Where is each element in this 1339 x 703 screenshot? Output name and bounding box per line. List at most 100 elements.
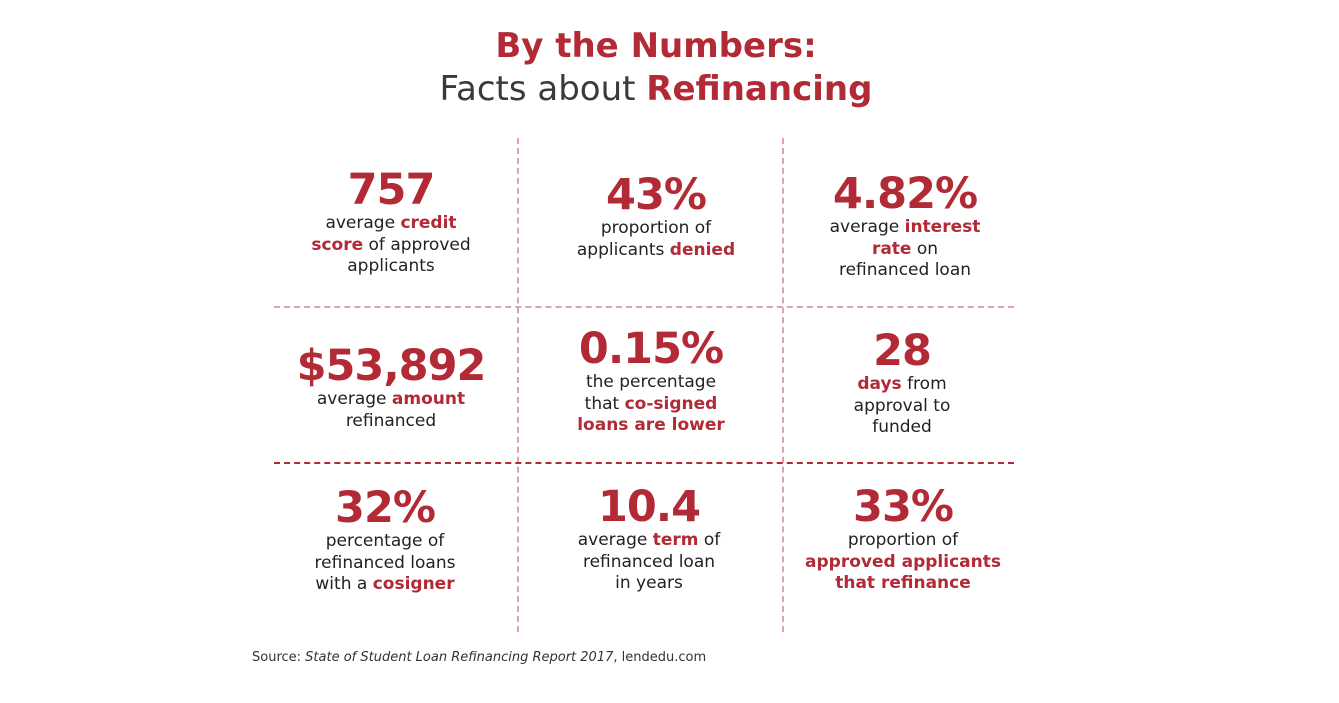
stat-cell-refinance: 33% proportion of approved applicants that … bbox=[788, 484, 1018, 595]
highlighted-text: loans are lower bbox=[577, 415, 725, 435]
stat-cell-term: 10.4 average term of refinanced loan in yea… bbox=[534, 484, 764, 595]
stat-description-line: percentage of bbox=[270, 531, 500, 553]
stat-number: $53,892 bbox=[296, 341, 487, 391]
source-suffix: , lendedu.com bbox=[613, 650, 707, 665]
description-text: proportion of bbox=[600, 218, 712, 238]
stat-number: 4.82% bbox=[832, 169, 978, 219]
stat-description-line: score of approved bbox=[276, 235, 506, 257]
title-accent-text: Refinancing bbox=[646, 69, 873, 109]
stat-number: 32% bbox=[335, 483, 436, 533]
highlighted-text: that refinance bbox=[835, 573, 971, 593]
description-text: of bbox=[698, 530, 721, 550]
description-text: refinanced loan bbox=[582, 551, 716, 572]
highlighted-text: rate bbox=[871, 238, 912, 259]
stat-description-line: rate on bbox=[790, 239, 1020, 261]
description-text: from bbox=[901, 374, 947, 394]
highlighted-text: term bbox=[652, 530, 699, 550]
source-prefix: Source: bbox=[252, 650, 306, 665]
stat-description-line: funded bbox=[787, 417, 1017, 439]
highlighted-text: days bbox=[857, 374, 902, 394]
stat-description-line: refinanced loan bbox=[534, 552, 764, 574]
stat-number: 43% bbox=[606, 170, 707, 220]
vertical-divider-left bbox=[517, 138, 519, 632]
stat-cell-days: 28 days from approval to funded bbox=[787, 328, 1017, 439]
stat-description: the percentage that co-signed loans are lo… bbox=[536, 372, 766, 437]
description-text: refinanced loan bbox=[838, 260, 972, 280]
description-text: the percentage bbox=[585, 372, 717, 392]
stat-cell-denied: 43% proportion of applicants denied bbox=[541, 172, 771, 261]
stat-number: 10.4 bbox=[597, 482, 701, 532]
stat-description: average term of refinanced loan in years bbox=[534, 530, 764, 595]
stat-description: average interest rate on refinanced loan bbox=[790, 217, 1020, 282]
stat-cell-amount: $53,892 average amount refinanced bbox=[276, 343, 506, 432]
stat-description-line: proportion of bbox=[788, 530, 1018, 552]
stat-description-line: days from bbox=[787, 374, 1017, 396]
stat-description-line: average credit bbox=[276, 213, 506, 235]
stat-description-line: with a cosigner bbox=[270, 574, 500, 596]
description-text: applicants bbox=[347, 256, 435, 276]
description-text: refinanced bbox=[345, 410, 437, 431]
stat-description: average amount refinanced bbox=[276, 389, 506, 432]
highlighted-text: score bbox=[311, 234, 364, 255]
stat-number: 0.15% bbox=[578, 324, 724, 374]
highlighted-text: denied bbox=[669, 239, 736, 260]
description-text: average bbox=[577, 530, 653, 550]
description-text: average bbox=[829, 217, 905, 237]
description-text: on bbox=[911, 238, 939, 259]
stat-description-line: refinanced loans bbox=[270, 553, 500, 575]
stat-description-line: loans are lower bbox=[536, 415, 766, 437]
highlighted-text: co-signed bbox=[624, 393, 718, 414]
source-note: Source: State of Student Loan Refinancin… bbox=[252, 650, 706, 665]
vertical-divider-right bbox=[782, 138, 784, 632]
stat-description: average credit score of approved applicant… bbox=[276, 213, 506, 278]
description-text: approval to bbox=[853, 395, 951, 416]
description-text: that bbox=[584, 393, 625, 414]
description-text: refinanced loans bbox=[314, 552, 456, 573]
stat-description-line: approved applicants bbox=[788, 552, 1018, 574]
stat-description-line: proportion of bbox=[541, 218, 771, 240]
description-text: with a bbox=[315, 574, 373, 594]
description-text: average bbox=[316, 389, 392, 409]
stat-number: 28 bbox=[873, 326, 932, 376]
stat-description: percentage of refinanced loans with a cosi… bbox=[270, 531, 500, 596]
stat-description-line: approval to bbox=[787, 396, 1017, 418]
stat-description-line: that refinance bbox=[788, 573, 1018, 595]
stat-description-line: in years bbox=[534, 573, 764, 595]
stat-cell-cosigner: 32% percentage of refinanced loans with a c… bbox=[270, 485, 500, 596]
stat-cell-credit-score: 757 average credit score of approved applic… bbox=[276, 167, 506, 278]
source-title: State of Student Loan Refinancing Report… bbox=[305, 650, 614, 665]
stat-cell-interest-rate: 4.82% average interest rate on refinanced l… bbox=[790, 171, 1020, 282]
stat-description-line: refinanced bbox=[276, 411, 506, 433]
stat-cell-cosigned: 0.15% the percentage that co-signed loans a… bbox=[536, 326, 766, 437]
highlighted-text: amount bbox=[391, 389, 466, 409]
description-text: in years bbox=[615, 573, 683, 593]
stat-description-line: applicants bbox=[276, 256, 506, 278]
description-text: funded bbox=[872, 417, 932, 437]
description-text: of approved bbox=[363, 234, 471, 255]
horizontal-divider-bottom bbox=[274, 462, 1014, 464]
description-text: applicants bbox=[576, 239, 670, 260]
description-text: average bbox=[325, 213, 401, 233]
stat-description-line: refinanced loan bbox=[790, 260, 1020, 282]
title-plain-text: Facts about bbox=[439, 69, 647, 109]
stat-number: 33% bbox=[853, 482, 954, 532]
stat-description-line: the percentage bbox=[536, 372, 766, 394]
highlighted-text: interest bbox=[904, 217, 981, 237]
highlighted-text: credit bbox=[400, 213, 457, 233]
highlighted-text: cosigner bbox=[372, 574, 455, 594]
horizontal-divider-top bbox=[274, 306, 1014, 308]
stat-description-line: average interest bbox=[790, 217, 1020, 239]
stat-description-line: applicants denied bbox=[541, 240, 771, 262]
stat-description-line: average amount bbox=[276, 389, 506, 411]
title-line-1: By the Numbers: bbox=[495, 26, 817, 66]
stat-number: 757 bbox=[347, 165, 436, 215]
stat-description: proportion of approved applicants that ref… bbox=[788, 530, 1018, 595]
stat-description-line: that co-signed bbox=[536, 394, 766, 416]
title-line-2: Facts about Refinancing bbox=[0, 69, 1312, 109]
highlighted-text: approved applicants bbox=[805, 551, 1001, 572]
stat-description: days from approval to funded bbox=[787, 374, 1017, 439]
stat-description: proportion of applicants denied bbox=[541, 218, 771, 261]
description-text: percentage of bbox=[325, 531, 445, 551]
stat-description-line: average term of bbox=[534, 530, 764, 552]
description-text: proportion of bbox=[847, 530, 959, 550]
